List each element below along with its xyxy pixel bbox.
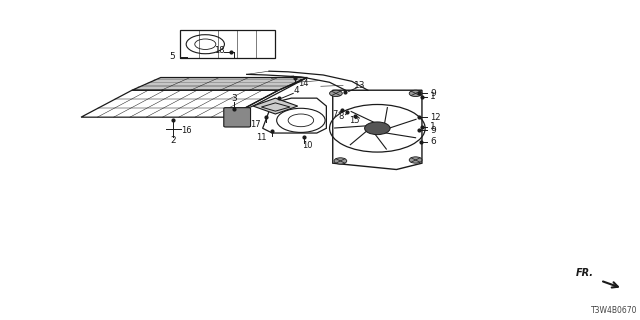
Text: 9: 9 xyxy=(430,89,436,98)
Text: 9: 9 xyxy=(430,126,436,135)
Text: 4: 4 xyxy=(294,86,300,95)
Circle shape xyxy=(365,122,390,135)
Polygon shape xyxy=(253,98,298,114)
Text: 7: 7 xyxy=(332,110,337,119)
Text: 17: 17 xyxy=(250,120,260,129)
Text: 11: 11 xyxy=(256,133,266,142)
Text: 14: 14 xyxy=(298,79,308,88)
Text: T3W4B0670: T3W4B0670 xyxy=(591,307,637,316)
Text: FR.: FR. xyxy=(576,268,594,278)
Text: 1: 1 xyxy=(430,122,436,131)
Text: 13: 13 xyxy=(354,81,365,90)
Text: 6: 6 xyxy=(430,137,436,147)
Text: 15: 15 xyxy=(349,116,360,125)
Text: 1: 1 xyxy=(430,92,436,101)
Text: 18: 18 xyxy=(214,46,225,55)
Circle shape xyxy=(409,157,422,163)
Text: 2: 2 xyxy=(171,136,176,145)
Text: 16: 16 xyxy=(181,126,192,135)
Text: 10: 10 xyxy=(302,140,312,149)
Circle shape xyxy=(409,90,422,97)
Text: 8: 8 xyxy=(339,112,344,121)
FancyBboxPatch shape xyxy=(224,108,250,127)
Circle shape xyxy=(334,158,347,164)
Text: 5: 5 xyxy=(169,52,175,61)
Text: 3: 3 xyxy=(231,94,237,103)
Circle shape xyxy=(330,90,342,97)
Text: 12: 12 xyxy=(430,113,441,122)
